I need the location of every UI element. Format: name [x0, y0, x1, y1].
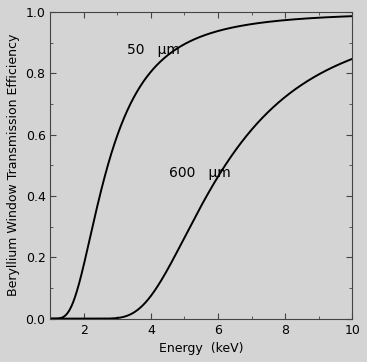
Y-axis label: Beryllium Window Transmission Efficiency: Beryllium Window Transmission Efficiency — [7, 34, 20, 296]
X-axis label: Energy  (keV): Energy (keV) — [159, 342, 243, 355]
Text: 600   μm: 600 μm — [170, 166, 231, 180]
Text: 50   μm: 50 μm — [127, 43, 180, 57]
